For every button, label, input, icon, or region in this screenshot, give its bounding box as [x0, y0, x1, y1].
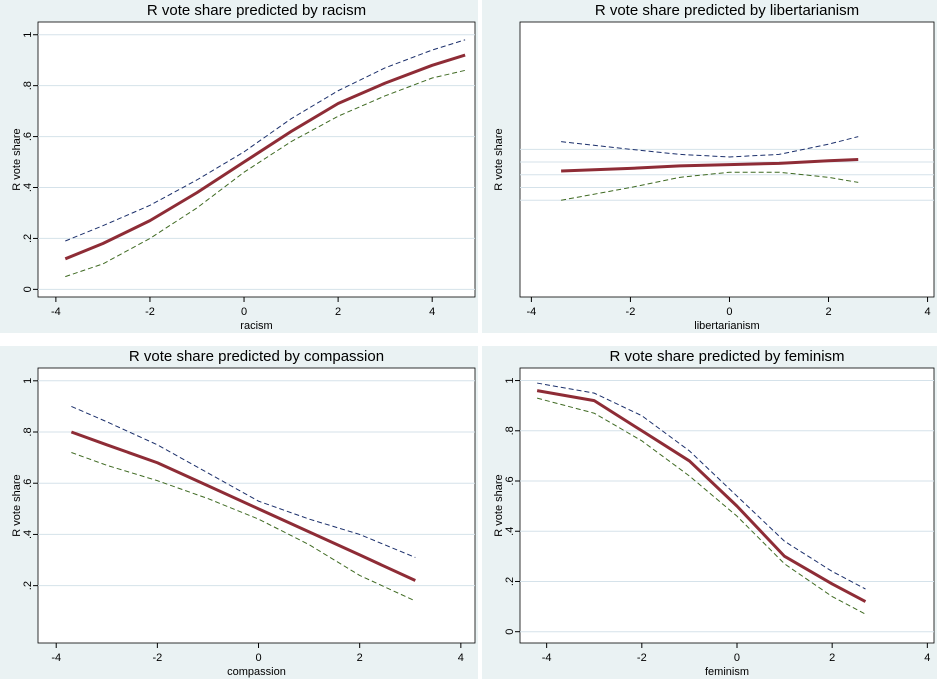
x-tick-label: 2	[335, 306, 341, 318]
y-tick-label: .8	[504, 426, 516, 435]
y-tick-label: .4	[22, 183, 34, 192]
y-tick-label: .6	[22, 132, 34, 141]
y-axis-label: R vote share	[11, 474, 23, 536]
x-tick-label: -4	[51, 652, 61, 664]
y-tick-label: 0	[22, 286, 34, 292]
x-axis-label: feminism	[705, 666, 749, 678]
prediction-line	[561, 158, 859, 173]
y-tick-label: .2	[504, 577, 516, 586]
y-tick-label: 1	[22, 32, 34, 38]
x-tick-label: -2	[152, 652, 162, 664]
y-tick-label: .4	[504, 527, 516, 536]
y-axis-label: R vote share	[11, 128, 23, 190]
x-tick-label: -4	[51, 306, 61, 318]
y-tick-label: .8	[22, 427, 34, 436]
plot-area	[37, 367, 476, 644]
prediction-line	[64, 53, 466, 261]
x-tick-label: 2	[829, 652, 835, 664]
x-tick-label: 4	[924, 306, 930, 318]
chart-title: R vote share predicted by compassion	[129, 348, 384, 365]
chart-title: R vote share predicted by racism	[147, 2, 366, 19]
x-tick-label: 4	[924, 652, 930, 664]
chart-title: R vote share predicted by libertarianism	[595, 2, 859, 19]
y-tick-label: .6	[504, 476, 516, 485]
x-tick-label: -2	[145, 306, 155, 318]
prediction-line	[536, 389, 867, 603]
x-tick-label: 0	[726, 306, 732, 318]
ci-line	[561, 136, 859, 158]
plot-area	[519, 367, 935, 644]
y-axis-label: R vote share	[493, 128, 505, 190]
plot-area	[519, 21, 935, 298]
chart-title: R vote share predicted by feminism	[609, 348, 844, 365]
y-axis-label: R vote share	[493, 474, 505, 536]
ci-line	[71, 452, 416, 602]
x-axis-label: racism	[240, 320, 272, 332]
y-tick-label: 1	[22, 378, 34, 384]
x-tick-label: -2	[626, 306, 636, 318]
x-tick-label: 4	[429, 306, 435, 318]
ci-line	[65, 39, 466, 242]
y-tick-label: .4	[22, 530, 34, 539]
ci-line	[537, 382, 866, 590]
y-tick-label: .6	[22, 479, 34, 488]
x-tick-label: 0	[255, 652, 261, 664]
x-tick-label: 4	[458, 652, 464, 664]
x-tick-label: 2	[357, 652, 363, 664]
prediction-line	[70, 430, 416, 582]
x-axis-label: compassion	[227, 666, 286, 678]
y-tick-label: .2	[22, 581, 34, 590]
x-tick-label: -4	[526, 306, 536, 318]
x-tick-label: -2	[637, 652, 647, 664]
x-tick-label: 2	[825, 306, 831, 318]
x-tick-label: 0	[241, 306, 247, 318]
x-tick-label: -4	[542, 652, 552, 664]
ci-line	[71, 405, 416, 558]
ci-line	[537, 397, 866, 615]
y-tick-label: 1	[504, 377, 516, 383]
y-tick-label: 0	[504, 629, 516, 635]
ci-line	[65, 69, 466, 278]
y-tick-label: .2	[22, 234, 34, 243]
plot-area	[37, 21, 476, 298]
x-axis-label: libertarianism	[694, 320, 759, 332]
ci-line	[561, 171, 859, 201]
y-tick-label: .8	[22, 81, 34, 90]
x-tick-label: 0	[734, 652, 740, 664]
